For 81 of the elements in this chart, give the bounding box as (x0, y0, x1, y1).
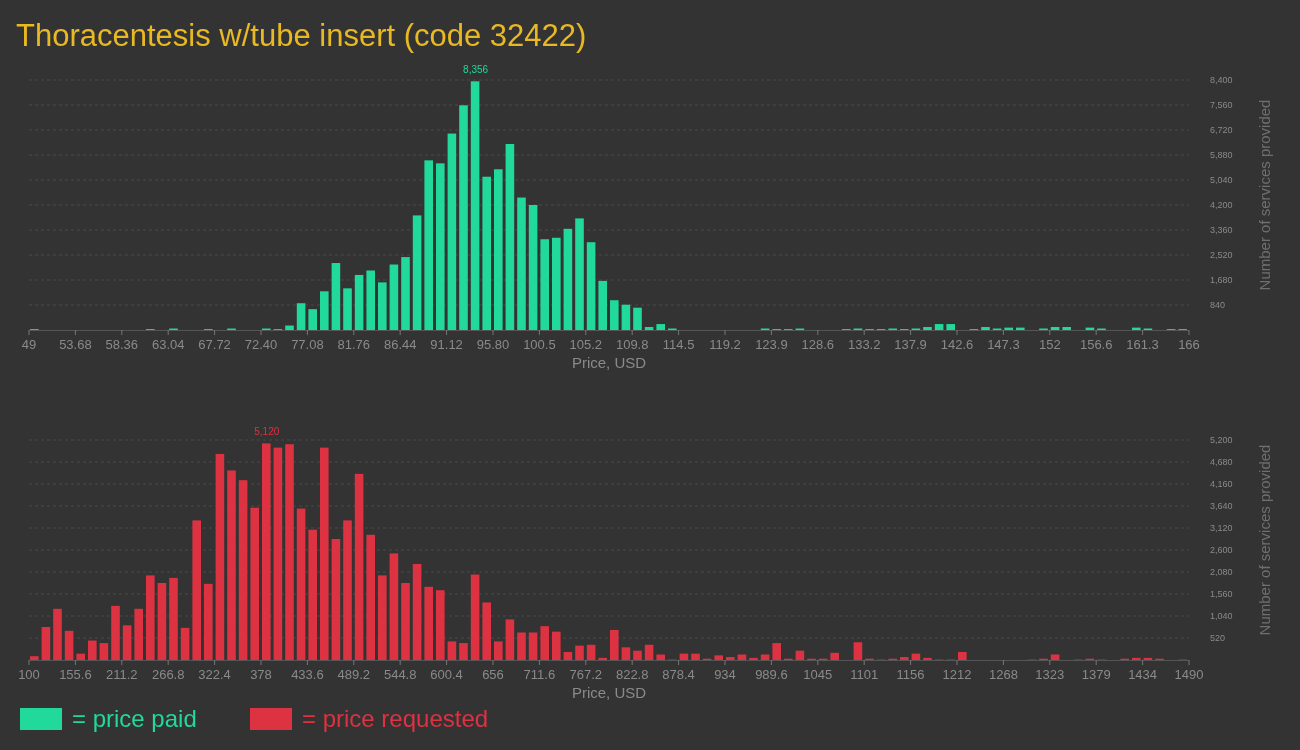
y-tick-label: 2,600 (1210, 545, 1233, 555)
x-tick-label: 58.36 (105, 337, 139, 352)
y-tick-label: 6,720 (1210, 125, 1233, 135)
x-tick-label: 600.4 (430, 667, 463, 682)
x-tick-label: 156.6 (1079, 337, 1113, 352)
y-axis-title: Number of services provided (1256, 444, 1273, 636)
x-tick-label: 489.2 (337, 667, 371, 682)
legend-label: = price paid (72, 705, 197, 732)
x-tick-label: 1156 (896, 667, 925, 682)
x-axis-title: Price, USD (571, 684, 647, 701)
y-tick-label: 840 (1210, 300, 1226, 310)
x-tick-label: 1323 (1035, 667, 1065, 682)
x-tick-label: 211.2 (106, 667, 138, 682)
y-tick-label: 520 (1210, 633, 1226, 643)
x-tick-label: 544.8 (383, 667, 417, 682)
x-tick-label: 155.6 (59, 667, 92, 682)
y-tick-label: 1,040 (1210, 611, 1233, 621)
x-tick-label: 1434 (1128, 667, 1158, 682)
data-label: 8,356 (463, 64, 489, 76)
x-tick-label: 81.76 (337, 337, 371, 352)
x-tick-label: 63.04 (151, 337, 185, 352)
x-tick-label: 1045 (803, 667, 833, 682)
x-tick-label: 1101 (850, 667, 879, 682)
x-tick-label: 105.2 (569, 337, 603, 352)
y-tick-label: 4,680 (1210, 457, 1233, 467)
legend-label: = price requested (302, 705, 489, 732)
x-tick-label: 1212 (942, 667, 972, 682)
x-tick-label: 137.9 (894, 337, 927, 352)
x-tick-label: 878.4 (662, 667, 695, 682)
x-tick-label: 109.8 (615, 337, 649, 352)
x-axis-title: Price, USD (571, 354, 647, 371)
x-tick-label: 128.6 (801, 337, 835, 352)
x-tick-label: 123.9 (755, 337, 788, 352)
x-tick-label: 152 (1038, 337, 1061, 352)
y-tick-label: 1,560 (1210, 589, 1233, 599)
chart-title: Thoracentesis w/tube insert (code 32422) (16, 18, 587, 53)
x-tick-label: 656 (482, 667, 504, 682)
y-tick-label: 5,880 (1210, 150, 1233, 160)
y-tick-label: 3,640 (1210, 501, 1233, 511)
y-tick-label: 1,680 (1210, 275, 1233, 285)
y-tick-label: 5,040 (1210, 175, 1233, 185)
y-tick-label: 8,400 (1210, 75, 1233, 85)
x-tick-label: 161.3 (1126, 337, 1159, 352)
x-tick-label: 114.5 (662, 337, 695, 352)
x-tick-label: 767.2 (569, 667, 603, 682)
x-tick-label: 142.6 (940, 337, 974, 352)
x-tick-label: 119.2 (709, 337, 741, 352)
y-tick-label: 3,120 (1210, 523, 1233, 533)
x-tick-label: 378 (250, 667, 272, 682)
x-tick-label: 133.2 (847, 337, 881, 352)
y-tick-label: 5,200 (1210, 435, 1233, 445)
y-tick-label: 4,200 (1210, 200, 1233, 210)
x-tick-label: 91.12 (430, 337, 463, 352)
x-tick-label: 1379 (1081, 667, 1111, 682)
y-tick-label: 3,360 (1210, 225, 1233, 235)
x-tick-label: 67.72 (198, 337, 231, 352)
x-tick-label: 989.6 (755, 667, 788, 682)
y-tick-label: 4,160 (1210, 479, 1233, 489)
x-tick-label: 433.6 (291, 667, 324, 682)
y-axis-title: Number of services provided (1256, 99, 1273, 291)
x-tick-label: 95.80 (476, 337, 510, 352)
y-tick-label: 7,560 (1210, 100, 1233, 110)
x-tick-label: 100 (18, 667, 40, 682)
x-tick-label: 86.44 (383, 337, 417, 352)
x-tick-label: 166 (1178, 337, 1200, 352)
x-tick-label: 1490 (1174, 667, 1204, 682)
x-tick-label: 711.6 (523, 667, 556, 682)
x-tick-label: 77.08 (291, 337, 324, 352)
x-tick-label: 822.8 (615, 667, 649, 682)
x-tick-label: 100.5 (523, 337, 556, 352)
x-tick-label: 53.68 (59, 337, 92, 352)
x-tick-label: 322.4 (198, 667, 231, 682)
x-tick-label: 72.40 (244, 337, 278, 352)
x-tick-label: 1268 (988, 667, 1018, 682)
x-tick-label: 147.3 (987, 337, 1020, 352)
y-tick-label: 2,520 (1210, 250, 1233, 260)
data-label: 5,120 (254, 426, 280, 438)
x-tick-label: 934 (714, 667, 736, 682)
y-tick-label: 2,080 (1210, 567, 1233, 577)
x-tick-label: 266.8 (151, 667, 185, 682)
x-tick-label: 49 (21, 337, 37, 352)
